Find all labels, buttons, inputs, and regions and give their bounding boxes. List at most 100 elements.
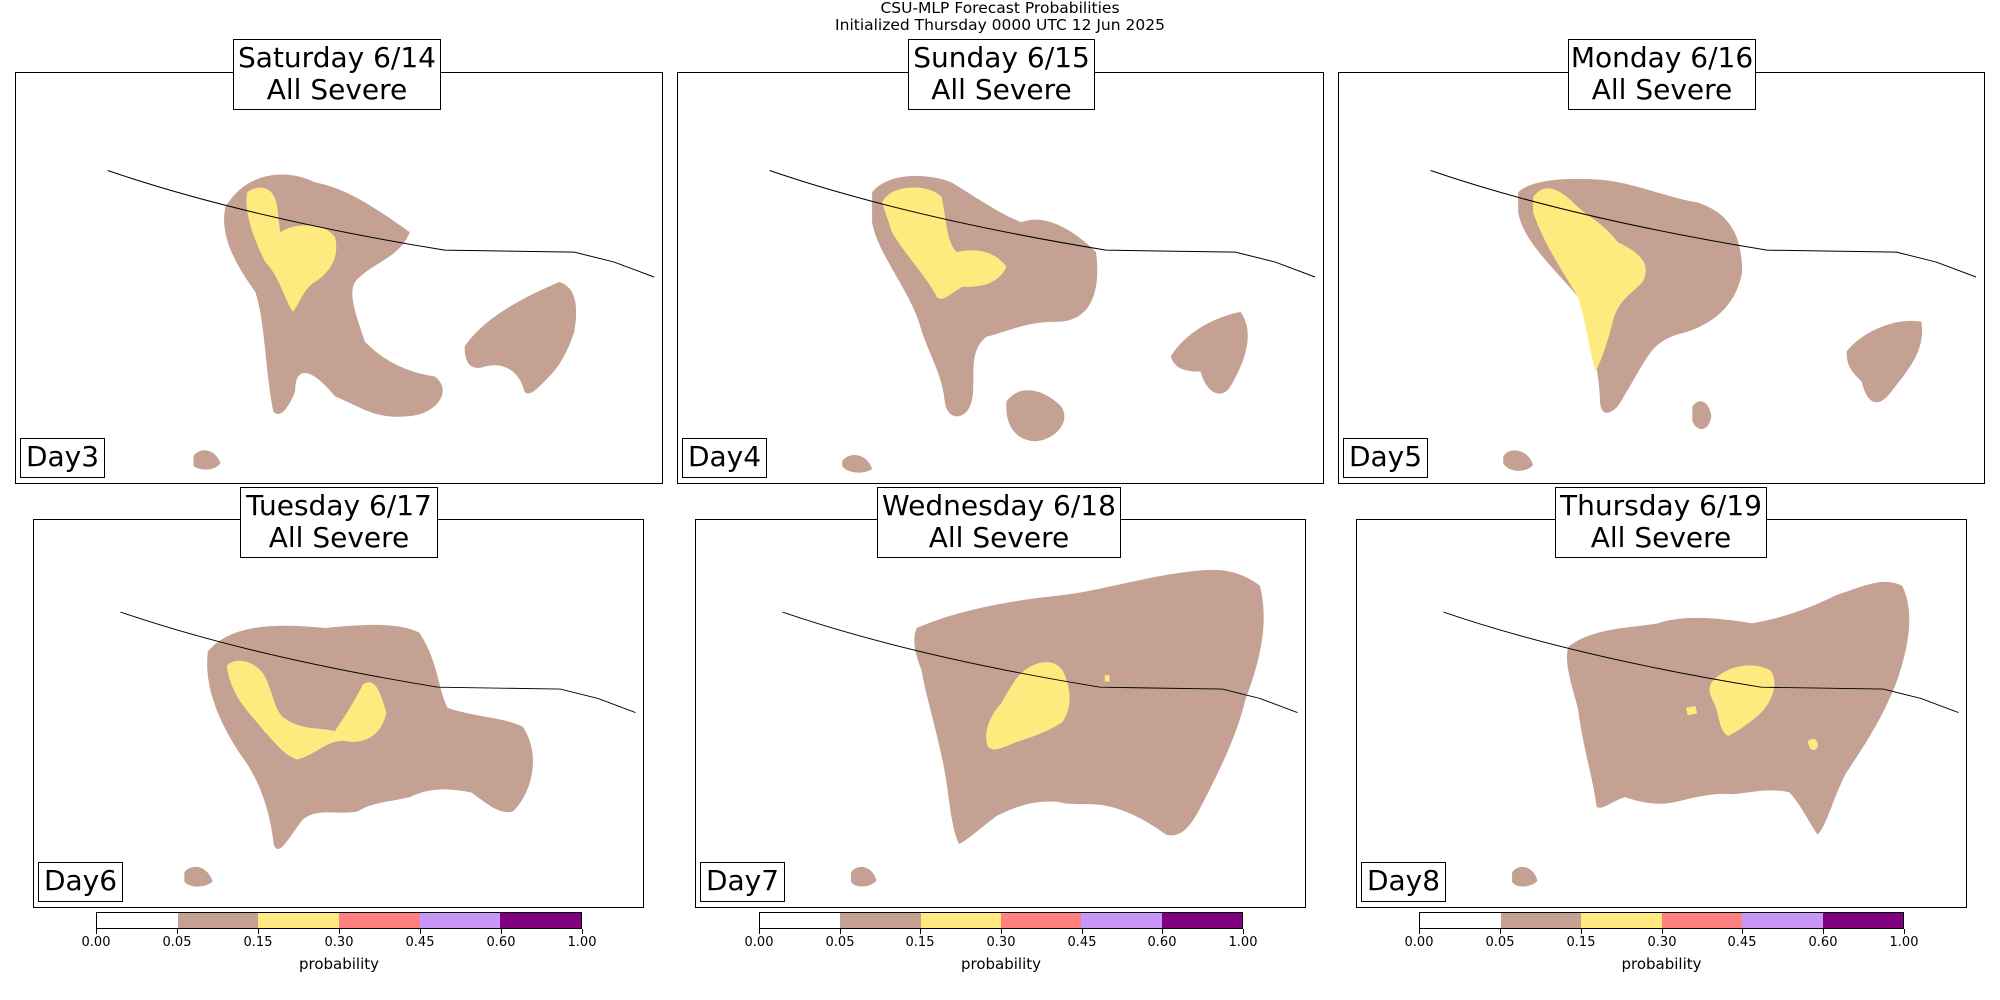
colorbar-tick-label: 0.45	[1727, 935, 1757, 950]
colorbar-tick	[1001, 929, 1002, 934]
panel-date: Wednesday 6/18	[882, 489, 1116, 522]
colorbar-tick	[1243, 929, 1244, 934]
colorbar-tick-label: 0.30	[324, 935, 354, 950]
colorbar-tick	[1162, 929, 1163, 934]
colorbar-bin	[258, 913, 340, 928]
colorbar-tick	[840, 929, 841, 934]
map-panel-day6: Day6	[33, 519, 644, 908]
colorbar-bin	[1581, 913, 1662, 928]
panel-date: Tuesday 6/17	[246, 489, 432, 522]
map-panel-day5: Day5	[1338, 72, 1985, 484]
colorbar-bin	[920, 913, 1001, 928]
state-boundaries	[782, 611, 1298, 714]
panel-title: Tuesday 6/17 All Severe	[240, 487, 438, 558]
probability-area-5pct	[1692, 401, 1712, 430]
colorbar-tick	[1662, 929, 1663, 934]
colorbar-tick-label: 0.60	[486, 935, 516, 950]
probability-area-15pct	[1808, 738, 1818, 750]
probability-area-5pct	[842, 455, 873, 473]
colorbar-label: probability	[1621, 955, 1702, 973]
probability-area-5pct	[1503, 450, 1534, 471]
panel-title: Monday 6/16 All Severe	[1568, 39, 1756, 110]
colorbar	[96, 912, 582, 929]
panel-title: Saturday 6/14 All Severe	[233, 39, 441, 110]
colorbar-tick-label: 0.30	[1647, 935, 1677, 950]
panel-hazard: All Severe	[931, 73, 1072, 106]
colorbar-tick-label: 0.45	[405, 935, 435, 950]
state-boundaries	[1443, 611, 1959, 714]
probability-area-15pct	[882, 187, 1007, 299]
colorbar-bin	[339, 913, 420, 928]
colorbar-tick	[759, 929, 760, 934]
figure-title-line1: CSU-MLP Forecast Probabilities	[880, 0, 1120, 17]
colorbar-tick-label: 0.15	[1566, 935, 1596, 950]
probability-area-5pct	[1846, 320, 1923, 403]
panel-hazard: All Severe	[266, 73, 408, 106]
probability-map	[769, 170, 1316, 473]
panel-date: Monday 6/16	[1570, 41, 1754, 74]
probability-map	[120, 611, 636, 887]
probability-area-5pct	[851, 866, 877, 887]
colorbar-bin	[1661, 913, 1742, 928]
colorbar-tick	[501, 929, 502, 934]
map-panel-day4: Day4	[677, 72, 1324, 484]
colorbar-tick	[1581, 929, 1582, 934]
probability-area-5pct	[1170, 311, 1248, 394]
colorbar-tick-label: 0.60	[1808, 935, 1838, 950]
colorbar-bin	[500, 913, 582, 928]
colorbar-tick-label: 0.05	[825, 935, 855, 950]
panel-hazard: All Severe	[1590, 521, 1732, 554]
panel-date: Saturday 6/14	[238, 41, 436, 74]
probability-map	[782, 569, 1298, 887]
map-panel-day8: Day8	[1356, 519, 1967, 908]
figure-title: CSU-MLP Forecast Probabilities Initializ…	[0, 0, 2000, 34]
colorbar-tick	[582, 929, 583, 934]
colorbar-bin	[97, 913, 178, 928]
state-boundaries	[120, 611, 636, 714]
figure-title-line2: Initialized Thursday 0000 UTC 12 Jun 202…	[835, 16, 1165, 34]
colorbar-tick-label: 0.05	[162, 935, 192, 950]
colorbar	[759, 912, 1243, 929]
day-label: Day5	[1343, 438, 1428, 478]
state-boundaries	[1430, 170, 1977, 278]
probability-area-5pct	[184, 866, 213, 887]
probability-area-15pct	[246, 187, 337, 312]
probability-area-15pct	[986, 662, 1070, 750]
panel-title: Sunday 6/15 All Severe	[908, 39, 1095, 110]
probability-map	[1430, 170, 1977, 471]
map-panel-day3: Day3	[15, 72, 663, 484]
colorbar-tick	[177, 929, 178, 934]
state-boundaries	[769, 170, 1316, 278]
colorbar-tick	[258, 929, 259, 934]
colorbar-tick	[1742, 929, 1743, 934]
probability-area-5pct	[1006, 390, 1065, 442]
day-label: Day8	[1361, 862, 1446, 902]
probability-area-5pct	[464, 281, 577, 394]
colorbar-tick	[339, 929, 340, 934]
day-label: Day4	[682, 438, 767, 478]
colorbar-tick	[1419, 929, 1420, 934]
colorbar-bin	[1161, 913, 1242, 928]
colorbar-bin	[760, 913, 841, 928]
probability-map	[107, 170, 655, 470]
colorbar-bin	[1500, 913, 1581, 928]
colorbar-tick	[96, 929, 97, 934]
colorbar-bin	[419, 913, 501, 928]
panel-date: Thursday 6/19	[1560, 489, 1762, 522]
panel-hazard: All Severe	[928, 521, 1070, 554]
colorbar-tick-label: 0.05	[1485, 935, 1515, 950]
probability-area-5pct	[914, 569, 1264, 845]
colorbar-tick-label: 0.15	[905, 935, 935, 950]
panel-date: Sunday 6/15	[913, 41, 1090, 74]
colorbar-tick-label: 0.30	[986, 935, 1016, 950]
colorbar-tick-label: 0.45	[1067, 935, 1097, 950]
colorbar-tick-label: 1.00	[567, 935, 597, 950]
colorbar-bin	[177, 913, 259, 928]
colorbar-bin	[1742, 913, 1823, 928]
colorbar-bin	[1081, 913, 1162, 928]
panel-title: Thursday 6/19 All Severe	[1555, 487, 1767, 558]
colorbar-tick-label: 1.00	[1228, 935, 1258, 950]
panel-title: Wednesday 6/18 All Severe	[877, 487, 1121, 558]
colorbar-tick	[1500, 929, 1501, 934]
colorbar-tick-label: 0.60	[1147, 935, 1177, 950]
